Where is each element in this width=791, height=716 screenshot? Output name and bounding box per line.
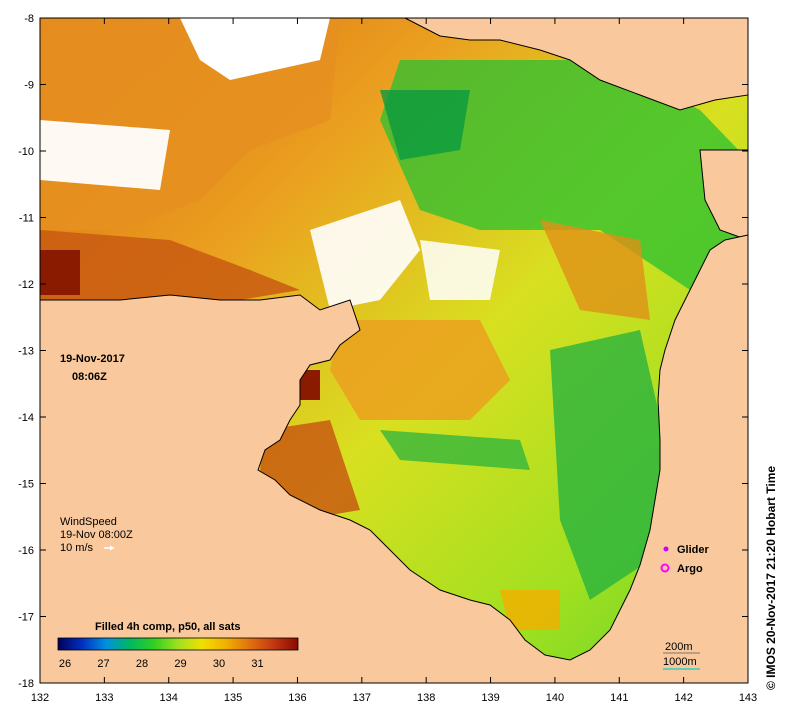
cool-water-east-gulf [550,330,665,600]
cool-water-north-dark [380,90,470,160]
x-tick-label: 141 [610,692,628,704]
land-cape-york-tip [699,149,749,241]
y-tick-label: -18 [18,678,34,690]
x-tick-label: 140 [546,692,564,704]
colorbar-tick-label: 31 [251,658,263,670]
date-label: 19-Nov-2017 [60,353,125,365]
time-label: 08:06Z [72,371,107,383]
depth-200-label: 200m [665,641,693,653]
land-northern-australia [39,234,749,684]
y-tick-label: -11 [19,213,34,225]
y-axis-ticks: -8 -9 -10 -11 -12 -13 -14 -15 -16 -17 -18 [18,13,748,690]
wind-time-label: 19-Nov 08:00Z [60,529,133,541]
colorbar-tick-label: 30 [213,658,225,670]
x-tick-label: 143 [739,692,757,704]
y-tick-label: -14 [18,412,34,424]
x-tick-label: 137 [353,692,371,704]
y-tick-label: -16 [18,545,34,557]
hot-water-west [40,230,300,300]
wind-scale-label: 10 m/s [60,542,94,554]
colorbar-tick-label: 27 [97,658,109,670]
cloud-gap-2 [40,120,170,190]
x-tick-label: 133 [95,692,113,704]
y-tick-label: -13 [18,346,34,358]
warm-water-gulf-northeast [540,220,650,320]
colorbar-tick-label: 26 [59,658,71,670]
argo-legend-label: Argo [677,563,703,575]
x-tick-label: 136 [288,692,306,704]
y-tick-label: -17 [18,612,34,624]
wind-arrow-head-icon [110,545,114,551]
y-tick-label: -9 [24,80,34,92]
cloud-gap-3 [310,200,420,310]
cloud-gap-4 [420,240,500,300]
y-tick-label: -15 [18,479,34,491]
x-tick-label: 142 [674,692,692,704]
cool-water-north [380,60,748,290]
x-tick-label: 138 [417,692,435,704]
argo-marker-icon [660,563,670,573]
colorbar-ticks: 26 27 28 29 30 31 [59,658,264,670]
cloud-gap-1 [180,18,330,80]
depth-1000-label: 1000m [663,656,697,668]
y-tick-label: -10 [18,146,34,158]
warm-water-south [500,590,560,630]
glider-marker-icon [663,546,669,552]
glider-legend-label: Glider [677,544,710,556]
x-axis-ticks: 132 133 134 135 136 137 138 139 140 141 142 143 [31,18,757,704]
y-tick-label: -8 [24,13,34,25]
colorbar [57,637,299,651]
y-tick-label: -12 [18,279,34,291]
x-tick-label: 134 [160,692,178,704]
colorbar-title: Filled 4h comp, p50, all sats [95,621,241,633]
colorbar-tick-label: 29 [174,658,186,670]
credit-label: © IMOS 20-Nov-2017 21:20 Hobart Time [764,465,778,690]
wind-speed-label: WindSpeed [60,516,117,528]
x-tick-label: 139 [481,692,499,704]
hot-water-edge [40,250,80,295]
x-tick-label: 135 [224,692,242,704]
cool-water-mid-gulf [380,430,530,470]
x-tick-label: 132 [31,692,49,704]
warm-water-gulf-north [330,320,510,420]
colorbar-tick-label: 28 [136,658,148,670]
